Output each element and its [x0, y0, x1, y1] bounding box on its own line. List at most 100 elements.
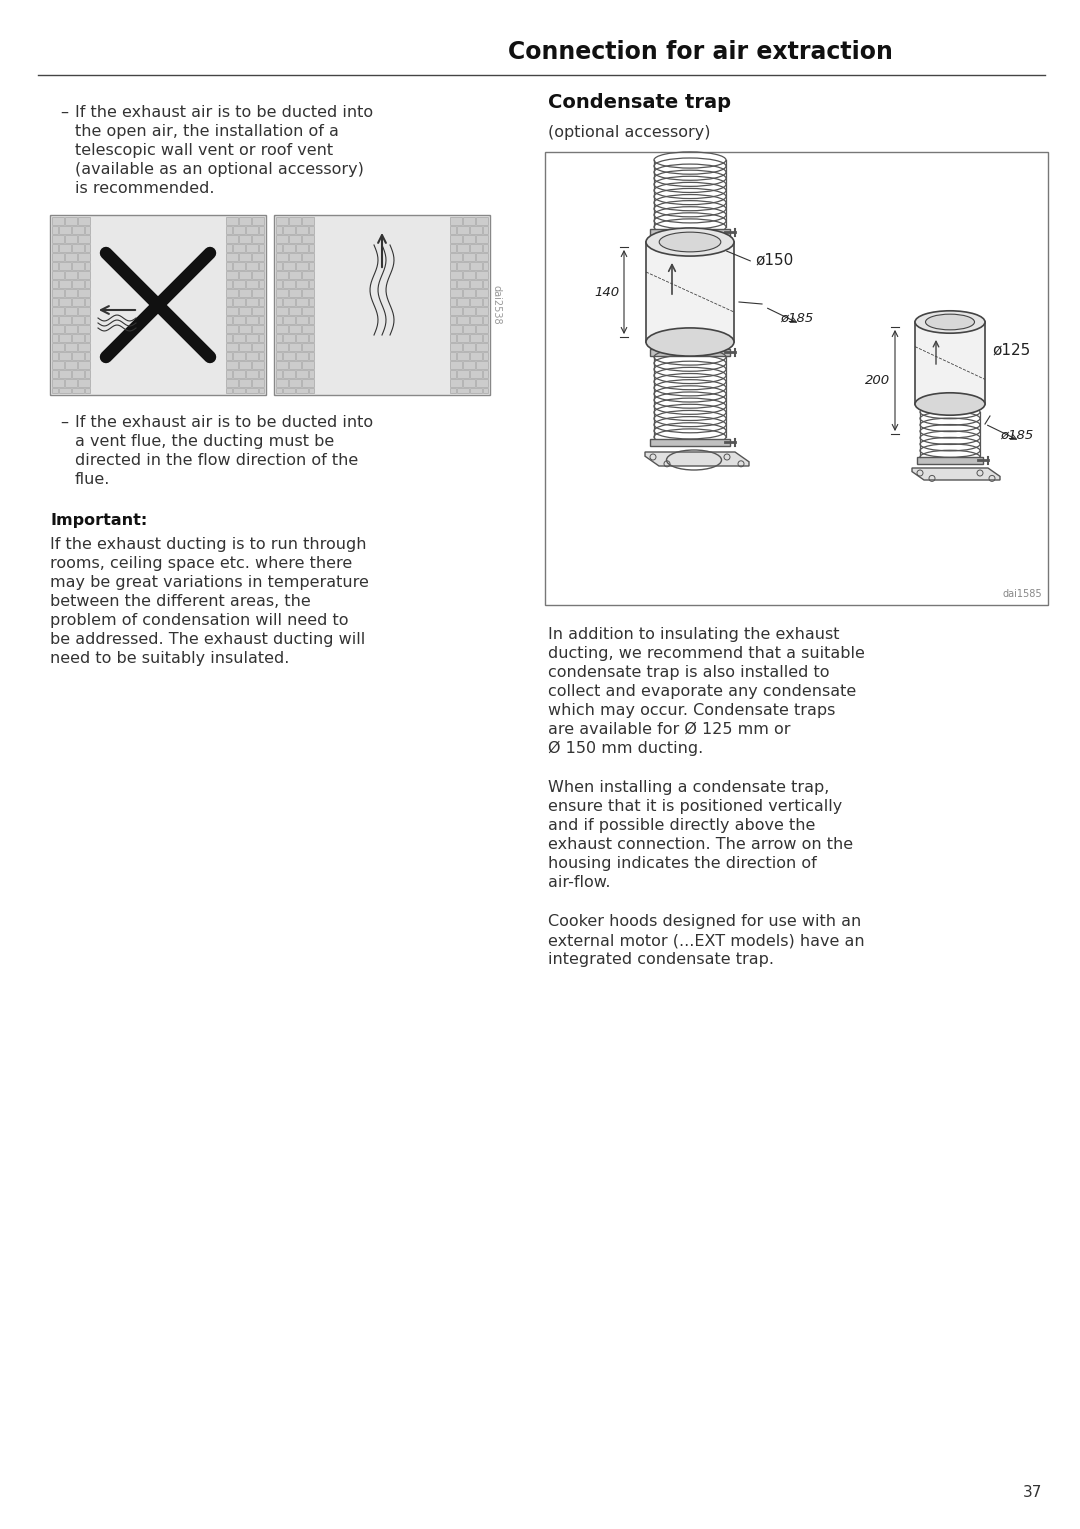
Bar: [65, 235, 77, 243]
Bar: [289, 307, 301, 315]
Text: exhaust connection. The arrow on the: exhaust connection. The arrow on the: [548, 836, 853, 852]
Bar: [226, 379, 238, 387]
Polygon shape: [645, 453, 750, 466]
Bar: [52, 370, 57, 378]
Bar: [646, 242, 734, 342]
Bar: [470, 333, 482, 342]
Bar: [463, 307, 475, 315]
Bar: [78, 307, 90, 315]
Bar: [258, 352, 264, 359]
Bar: [450, 342, 462, 352]
Text: and if possible directly above the: and if possible directly above the: [548, 818, 815, 833]
Bar: [78, 235, 90, 243]
Bar: [457, 261, 469, 271]
Bar: [276, 298, 282, 306]
Bar: [289, 379, 301, 387]
Bar: [483, 298, 488, 306]
Bar: [226, 307, 238, 315]
Bar: [457, 388, 469, 393]
Bar: [276, 370, 282, 378]
Bar: [84, 280, 90, 287]
Text: 200: 200: [865, 375, 890, 387]
Bar: [239, 361, 251, 368]
Bar: [302, 252, 314, 261]
Bar: [463, 361, 475, 368]
Bar: [52, 271, 64, 278]
Bar: [283, 298, 295, 306]
Bar: [450, 289, 462, 297]
Bar: [289, 326, 301, 333]
Bar: [52, 226, 57, 234]
Bar: [258, 388, 264, 393]
Bar: [71, 261, 83, 271]
Bar: [78, 252, 90, 261]
Bar: [52, 289, 64, 297]
Bar: [309, 226, 314, 234]
Ellipse shape: [659, 232, 720, 252]
Bar: [283, 317, 295, 324]
Bar: [463, 289, 475, 297]
Bar: [296, 317, 308, 324]
Bar: [917, 457, 983, 463]
Bar: [302, 217, 314, 225]
Bar: [65, 252, 77, 261]
Bar: [226, 317, 231, 324]
Bar: [276, 361, 288, 368]
Bar: [470, 261, 482, 271]
Bar: [84, 261, 90, 271]
Bar: [450, 217, 462, 225]
Bar: [450, 333, 456, 342]
Bar: [483, 333, 488, 342]
Bar: [84, 317, 90, 324]
Bar: [239, 379, 251, 387]
Bar: [78, 342, 90, 352]
Bar: [71, 298, 83, 306]
Text: –: –: [60, 414, 68, 430]
Bar: [309, 388, 314, 393]
Bar: [457, 226, 469, 234]
Bar: [245, 280, 257, 287]
Text: 37: 37: [1023, 1485, 1042, 1500]
Bar: [78, 326, 90, 333]
Bar: [52, 235, 64, 243]
Bar: [283, 388, 295, 393]
Bar: [289, 342, 301, 352]
Bar: [276, 252, 288, 261]
Text: telescopic wall vent or roof vent: telescopic wall vent or roof vent: [75, 144, 333, 157]
Text: the open air, the installation of a: the open air, the installation of a: [75, 124, 339, 139]
Text: air-flow.: air-flow.: [548, 875, 610, 890]
Bar: [450, 317, 456, 324]
Bar: [58, 388, 70, 393]
Bar: [283, 245, 295, 252]
Bar: [252, 361, 264, 368]
Bar: [483, 226, 488, 234]
Bar: [78, 289, 90, 297]
Text: flue.: flue.: [75, 472, 110, 488]
Bar: [483, 370, 488, 378]
Bar: [302, 361, 314, 368]
Text: If the exhaust air is to be ducted into: If the exhaust air is to be ducted into: [75, 106, 373, 119]
Bar: [239, 342, 251, 352]
Bar: [309, 280, 314, 287]
Ellipse shape: [646, 327, 734, 356]
Bar: [239, 217, 251, 225]
Bar: [276, 333, 282, 342]
Bar: [457, 317, 469, 324]
Bar: [245, 245, 257, 252]
Polygon shape: [912, 468, 1000, 480]
Text: between the different areas, the: between the different areas, the: [50, 593, 311, 609]
Bar: [52, 333, 57, 342]
Bar: [258, 317, 264, 324]
Bar: [309, 352, 314, 359]
Bar: [78, 361, 90, 368]
Text: Connection for air extraction: Connection for air extraction: [508, 40, 892, 64]
Bar: [84, 226, 90, 234]
Bar: [50, 216, 266, 394]
Bar: [58, 261, 70, 271]
Text: rooms, ceiling space etc. where there: rooms, ceiling space etc. where there: [50, 557, 352, 570]
Bar: [71, 226, 83, 234]
Bar: [252, 271, 264, 278]
Bar: [226, 226, 231, 234]
Bar: [309, 261, 314, 271]
Bar: [239, 252, 251, 261]
